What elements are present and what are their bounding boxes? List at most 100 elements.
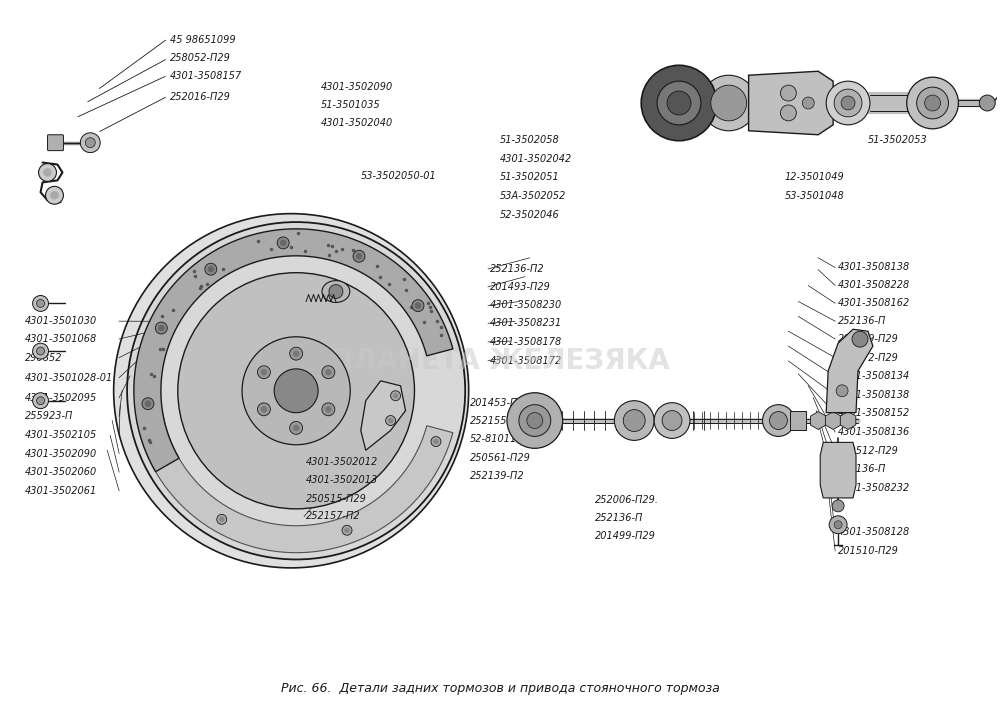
Text: 53-3501048: 53-3501048 <box>784 191 844 201</box>
Circle shape <box>39 164 56 182</box>
Circle shape <box>325 369 331 375</box>
Circle shape <box>51 191 58 199</box>
Text: 264072-П29: 264072-П29 <box>838 353 899 363</box>
Circle shape <box>431 335 441 345</box>
Circle shape <box>519 404 551 436</box>
Text: 252006-П29.: 252006-П29. <box>594 495 658 505</box>
Circle shape <box>802 97 814 109</box>
Circle shape <box>657 81 701 125</box>
Circle shape <box>257 403 270 416</box>
Circle shape <box>33 296 49 311</box>
Text: 4301-3502090: 4301-3502090 <box>25 448 97 459</box>
Circle shape <box>33 393 49 409</box>
Circle shape <box>393 393 398 398</box>
Circle shape <box>322 403 335 416</box>
Text: 4301-3501028-01: 4301-3501028-01 <box>25 373 113 383</box>
Text: ПЛАНЕТА ЖЕЛЕЗЯКА: ПЛАНЕТА ЖЕЛЕЗЯКА <box>330 347 670 375</box>
Circle shape <box>165 314 170 319</box>
Text: 4301-3502061: 4301-3502061 <box>25 486 97 496</box>
Circle shape <box>834 89 862 117</box>
Circle shape <box>208 266 214 272</box>
Circle shape <box>763 404 794 436</box>
Circle shape <box>155 322 167 334</box>
Text: 52-8101164: 52-8101164 <box>470 434 530 444</box>
Text: 4301-3508152: 4301-3508152 <box>838 408 910 418</box>
Circle shape <box>701 75 757 131</box>
Text: 4301-3502040: 4301-3502040 <box>321 118 393 128</box>
Polygon shape <box>134 229 453 472</box>
Text: 4301-3502090: 4301-3502090 <box>321 82 393 92</box>
Circle shape <box>386 415 396 425</box>
Circle shape <box>44 169 52 177</box>
Circle shape <box>290 422 303 434</box>
Text: 201499-П29: 201499-П29 <box>594 531 655 541</box>
Text: 252139-П2: 252139-П2 <box>470 471 525 481</box>
Text: 51-3502053: 51-3502053 <box>868 135 928 145</box>
Circle shape <box>46 186 63 204</box>
Circle shape <box>780 105 796 121</box>
Text: 45 98651099: 45 98651099 <box>170 35 235 45</box>
Text: 4301-3508128: 4301-3508128 <box>838 527 910 537</box>
Circle shape <box>290 348 303 360</box>
Circle shape <box>654 402 690 438</box>
Circle shape <box>832 500 844 512</box>
Circle shape <box>293 425 299 431</box>
Bar <box>790 411 806 430</box>
Circle shape <box>325 407 331 412</box>
Text: 51-3502051: 51-3502051 <box>500 172 560 182</box>
Text: 4301-3508178: 4301-3508178 <box>490 337 562 347</box>
Circle shape <box>391 391 401 401</box>
Text: 4301-3508157: 4301-3508157 <box>170 71 242 81</box>
Polygon shape <box>820 443 856 498</box>
Text: 290852: 290852 <box>25 353 62 363</box>
Polygon shape <box>825 412 841 430</box>
Polygon shape <box>810 412 826 430</box>
Text: 4301-3508138: 4301-3508138 <box>838 262 910 273</box>
Text: 4301-3502105: 4301-3502105 <box>25 430 97 440</box>
Circle shape <box>114 213 469 568</box>
Text: 255923-П: 255923-П <box>25 411 73 421</box>
Circle shape <box>162 311 172 322</box>
Circle shape <box>127 222 465 559</box>
Text: 252016-П29: 252016-П29 <box>170 92 231 102</box>
Circle shape <box>150 427 155 432</box>
Circle shape <box>507 393 563 448</box>
Text: 4301-3502012: 4301-3502012 <box>306 457 378 467</box>
Circle shape <box>261 369 267 375</box>
Text: 4301-3502042: 4301-3502042 <box>500 154 572 164</box>
Text: Рис. 66.  Детали задних тормозов и привода стояночного тормоза: Рис. 66. Детали задних тормозов и привод… <box>281 682 719 695</box>
Polygon shape <box>826 329 873 412</box>
Circle shape <box>368 260 373 265</box>
Circle shape <box>257 366 270 379</box>
Circle shape <box>780 85 796 101</box>
Circle shape <box>415 303 421 309</box>
Circle shape <box>219 517 224 522</box>
Circle shape <box>80 133 100 153</box>
Circle shape <box>265 239 275 249</box>
Circle shape <box>834 521 842 528</box>
Polygon shape <box>361 381 406 451</box>
Text: 252136-П: 252136-П <box>838 464 886 474</box>
Circle shape <box>641 66 717 141</box>
Circle shape <box>388 418 393 423</box>
Circle shape <box>614 401 654 441</box>
Text: 250515-П29: 250515-П29 <box>306 494 367 503</box>
Circle shape <box>261 407 267 412</box>
Circle shape <box>277 237 289 249</box>
Circle shape <box>829 516 847 534</box>
Circle shape <box>217 514 227 524</box>
Circle shape <box>293 350 299 357</box>
Circle shape <box>322 366 335 379</box>
Text: 4301-3502095: 4301-3502095 <box>25 393 97 403</box>
Ellipse shape <box>322 280 350 302</box>
Text: 4301-3501068: 4301-3501068 <box>25 334 97 344</box>
Text: 250561-П29: 250561-П29 <box>470 453 531 463</box>
Circle shape <box>342 526 352 535</box>
Text: 4301-3508172: 4301-3508172 <box>490 355 562 366</box>
Text: 4301-3508134: 4301-3508134 <box>838 371 910 381</box>
Text: 4301-3508231: 4301-3508231 <box>490 318 562 328</box>
Text: 4301-3502013: 4301-3502013 <box>306 475 378 485</box>
Text: 4301-3502060: 4301-3502060 <box>25 467 97 477</box>
Circle shape <box>907 77 958 129</box>
Circle shape <box>145 401 151 407</box>
